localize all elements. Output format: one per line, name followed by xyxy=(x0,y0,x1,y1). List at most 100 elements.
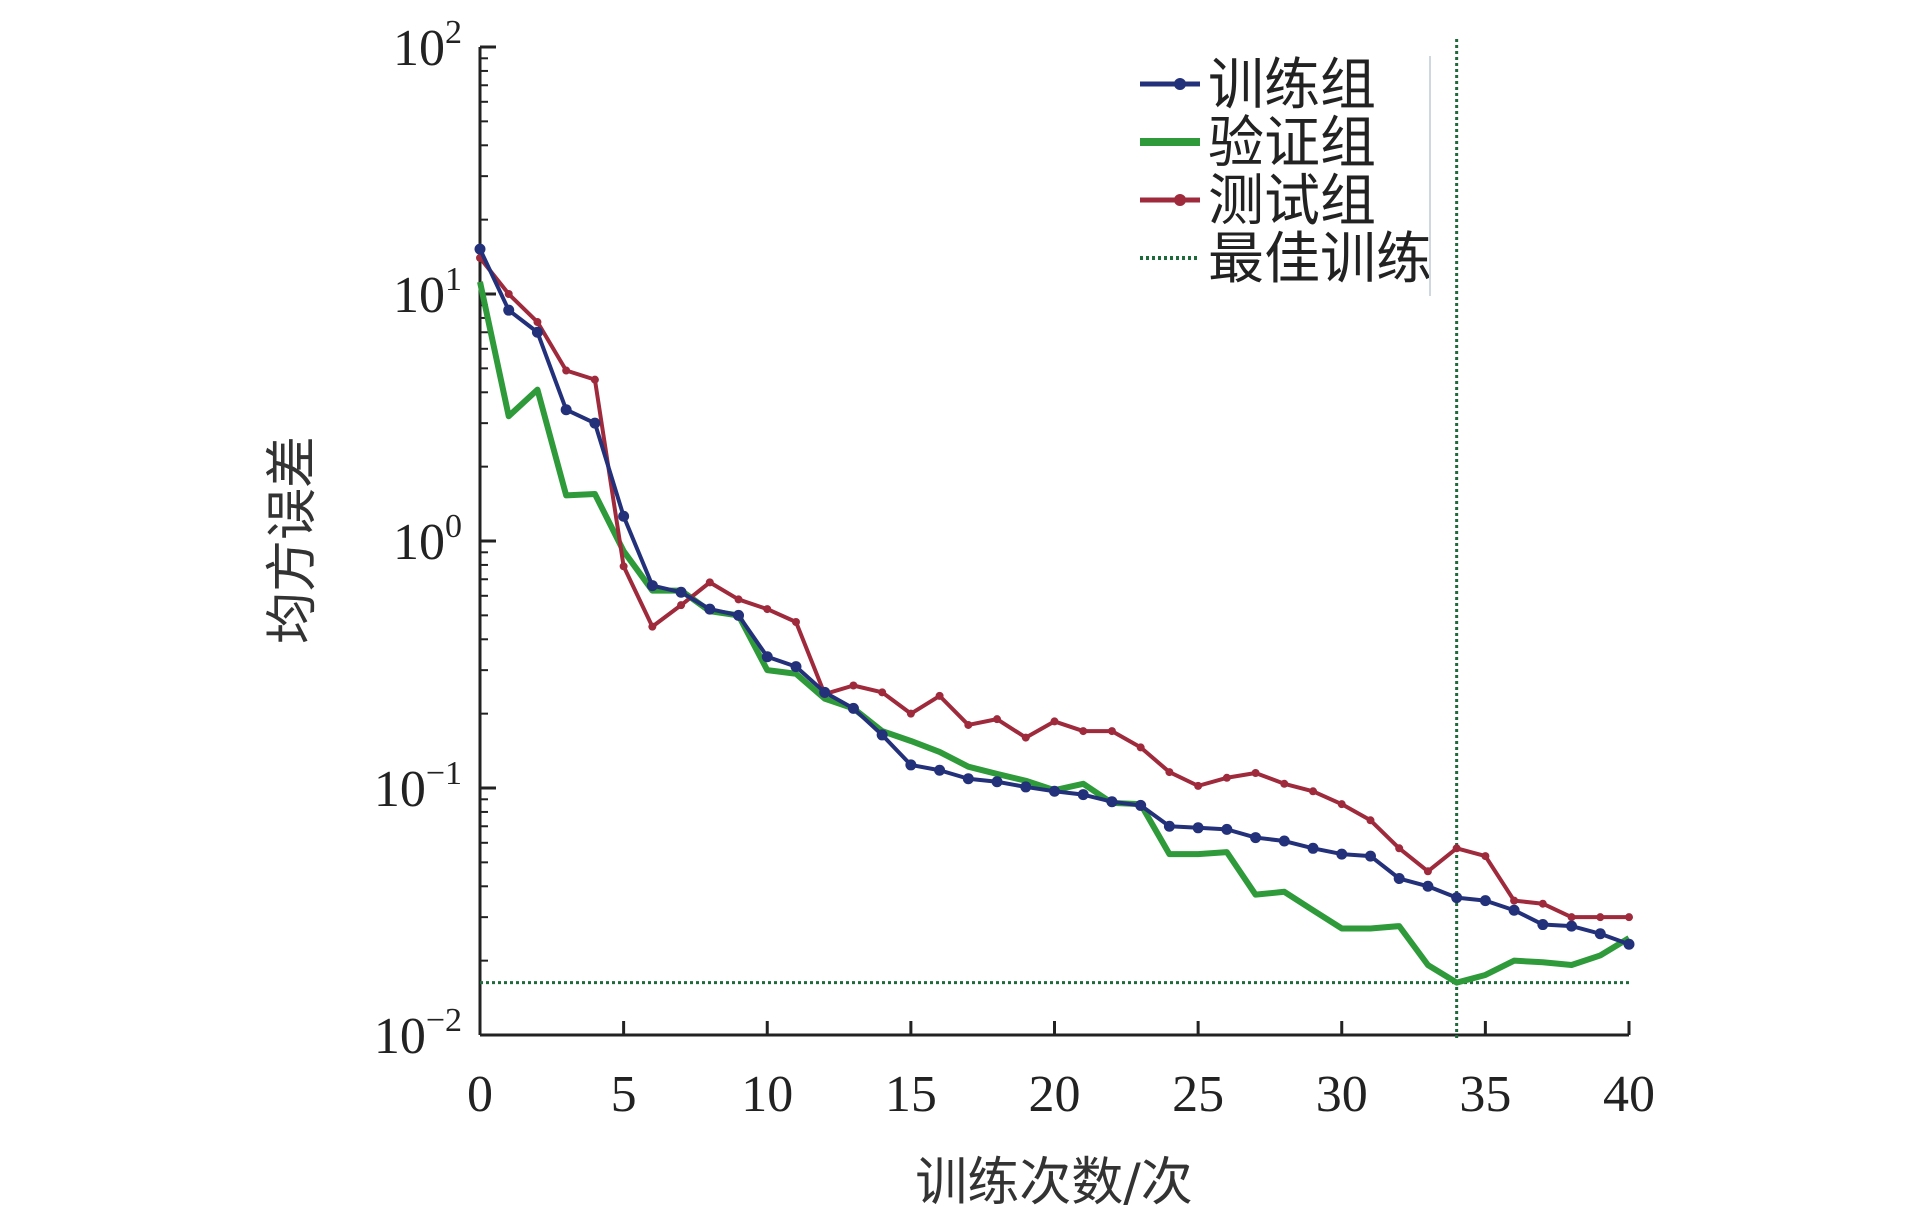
y-axis-label: 均方误差 xyxy=(263,436,323,644)
data-point xyxy=(1508,904,1520,916)
data-point xyxy=(677,601,686,610)
data-point xyxy=(1077,789,1089,801)
data-point xyxy=(791,617,800,626)
data-point xyxy=(619,562,628,571)
y-tick-label: 10−2 xyxy=(374,1002,462,1065)
data-point xyxy=(1251,769,1260,778)
data-point xyxy=(1165,768,1174,777)
y-tick-label: 100 xyxy=(393,508,462,571)
y-tick-exponent: 2 xyxy=(445,14,462,51)
data-point xyxy=(733,609,745,621)
data-point xyxy=(962,773,974,785)
data-point xyxy=(1479,895,1491,907)
data-point xyxy=(819,686,831,698)
y-tick-base: 10 xyxy=(393,267,445,324)
x-tick-label: 0 xyxy=(467,1066,493,1123)
marks xyxy=(474,39,1635,1039)
data-point xyxy=(761,651,773,663)
data-point xyxy=(1422,880,1434,892)
data-point xyxy=(646,580,658,592)
data-point xyxy=(590,375,599,384)
data-point xyxy=(1222,773,1231,782)
y-tick-label: 101 xyxy=(393,261,462,324)
series-line-2 xyxy=(477,281,1631,986)
data-point xyxy=(1336,848,1348,860)
data-point xyxy=(991,776,1003,788)
data-point xyxy=(705,578,714,587)
data-point xyxy=(1307,842,1319,854)
x-tick-label: 25 xyxy=(1172,1066,1224,1123)
data-point xyxy=(763,605,772,614)
data-point xyxy=(1594,928,1606,940)
data-point xyxy=(675,586,687,598)
data-point xyxy=(1050,717,1059,726)
data-point xyxy=(935,691,944,700)
legend-marker xyxy=(1174,78,1186,90)
y-tick-label: 102 xyxy=(393,14,462,77)
x-tick-label: 5 xyxy=(611,1066,637,1123)
legend-label: 验证组 xyxy=(1208,111,1376,176)
y-tick-base: 10 xyxy=(393,514,445,571)
data-point xyxy=(849,681,858,690)
data-point xyxy=(1079,727,1088,736)
data-point xyxy=(1538,899,1547,908)
data-point xyxy=(648,622,657,631)
y-tick-exponent: −1 xyxy=(426,755,462,792)
data-point xyxy=(1280,779,1289,788)
data-point xyxy=(1136,743,1145,752)
y-tick-exponent: 0 xyxy=(445,508,462,545)
y-tick-base: 10 xyxy=(374,761,426,818)
data-point xyxy=(1278,835,1290,847)
y-tick-label: 10−1 xyxy=(374,755,462,818)
data-point xyxy=(1221,823,1233,835)
data-point xyxy=(1192,822,1204,834)
data-point xyxy=(1337,800,1346,809)
data-point xyxy=(1625,913,1633,922)
data-point xyxy=(504,290,513,298)
data-point xyxy=(1623,938,1635,950)
legend-label: 测试组 xyxy=(1208,169,1376,234)
x-tick-label: 40 xyxy=(1603,1066,1655,1123)
x-tick-label: 30 xyxy=(1316,1066,1368,1123)
legend-label: 训练组 xyxy=(1208,53,1376,118)
data-point xyxy=(1596,913,1605,922)
data-point xyxy=(1250,832,1262,844)
data-point xyxy=(1566,920,1578,932)
data-point xyxy=(1537,919,1549,931)
y-tick-base: 10 xyxy=(374,1008,426,1065)
data-point xyxy=(1423,867,1432,876)
data-point xyxy=(1481,852,1490,861)
data-point xyxy=(1107,727,1116,736)
data-point xyxy=(847,702,859,714)
data-point xyxy=(533,318,542,327)
data-point xyxy=(1366,816,1375,825)
data-point xyxy=(934,764,946,776)
x-axis-label: 训练次数/次 xyxy=(915,1153,1193,1213)
data-point xyxy=(1021,733,1030,742)
data-point xyxy=(906,709,915,718)
y-tick-exponent: −2 xyxy=(426,1002,462,1039)
data-point xyxy=(1106,796,1118,808)
x-tick-label: 20 xyxy=(1029,1066,1081,1123)
data-point xyxy=(905,759,917,771)
data-point xyxy=(1309,787,1318,796)
y-tick-base: 10 xyxy=(393,20,445,77)
data-point xyxy=(560,404,572,416)
data-point xyxy=(1020,781,1032,793)
data-point xyxy=(1510,896,1519,905)
data-point xyxy=(1452,844,1461,853)
legend-marker xyxy=(1174,194,1186,206)
data-point xyxy=(531,326,543,338)
data-point xyxy=(1364,850,1376,862)
data-point xyxy=(1451,892,1463,904)
data-point xyxy=(876,729,888,741)
data-point xyxy=(1049,785,1060,797)
data-point xyxy=(503,304,515,316)
data-point xyxy=(790,661,802,673)
y-tick-exponent: 1 xyxy=(445,261,462,298)
x-tick-label: 10 xyxy=(741,1066,793,1123)
data-point xyxy=(734,595,743,604)
